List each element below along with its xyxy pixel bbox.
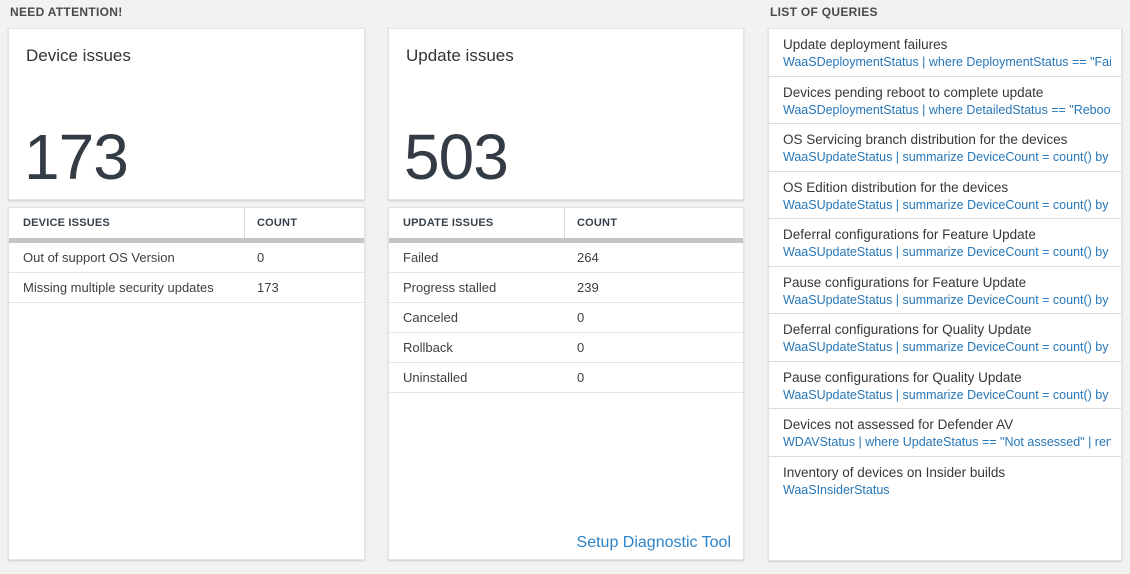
query-title: Devices pending reboot to complete updat… bbox=[783, 84, 1044, 100]
count-col-header: COUNT bbox=[577, 217, 618, 229]
query-link: WDAVStatus | where UpdateStatus == "Not … bbox=[783, 435, 1111, 449]
row-label: Missing multiple security updates bbox=[23, 280, 214, 295]
row-label: Uninstalled bbox=[403, 370, 468, 385]
query-link: WaaSInsiderStatus bbox=[783, 482, 890, 497]
query-title: Deferral configurations for Feature Upda… bbox=[783, 227, 1036, 242]
update-issues-title: Update issues bbox=[406, 46, 514, 65]
update-issues-table: UPDATE ISSUES COUNT Failed 264 Progress … bbox=[388, 207, 744, 560]
query-title: Update deployment failures bbox=[783, 37, 948, 52]
update-issues-count: 503 bbox=[404, 121, 509, 193]
query-item[interactable]: OS Edition distribution for the devices … bbox=[769, 172, 1121, 219]
device-issues-tile[interactable]: Device issues 173 bbox=[8, 28, 365, 200]
query-link: WaaSUpdateStatus | summarize DeviceCount… bbox=[783, 245, 1111, 259]
device-issues-count: 173 bbox=[24, 121, 129, 193]
query-link: WaaSUpdateStatus | summarize DeviceCount… bbox=[783, 292, 1111, 307]
device-issues-table: DEVICE ISSUES COUNT Out of support OS Ve… bbox=[8, 207, 365, 560]
list-of-queries-header: LIST OF QUERIES bbox=[770, 5, 878, 19]
query-link: WaaSUpdateStatus | summarize DeviceCount… bbox=[783, 150, 1111, 164]
query-title: Inventory of devices on Insider builds bbox=[783, 464, 1006, 480]
query-title: Pause configurations for Feature Update bbox=[783, 274, 1027, 290]
device-issues-col-header: DEVICE ISSUES bbox=[9, 208, 245, 238]
table-row[interactable]: Canceled 0 bbox=[389, 303, 743, 333]
row-count: 173 bbox=[257, 280, 279, 295]
table-header-separator bbox=[9, 238, 364, 243]
update-issues-col-header: UPDATE ISSUES bbox=[389, 208, 565, 238]
query-title: OS Edition distribution for the devices bbox=[783, 179, 1009, 195]
query-title: Devices not assessed for Defender AV bbox=[783, 417, 1014, 432]
table-header-separator bbox=[389, 238, 743, 243]
query-item[interactable]: Deferral configurations for Quality Upda… bbox=[769, 314, 1121, 362]
table-row[interactable]: Missing multiple security updates 173 bbox=[9, 273, 364, 303]
table-row[interactable]: Rollback 0 bbox=[389, 333, 743, 363]
setup-diagnostic-tool-link[interactable]: Setup Diagnostic Tool bbox=[576, 534, 731, 551]
update-issues-tile[interactable]: Update issues 503 bbox=[388, 28, 744, 200]
row-count: 239 bbox=[577, 280, 599, 295]
row-label: Canceled bbox=[403, 310, 458, 325]
row-count: 264 bbox=[577, 250, 599, 265]
row-label: Out of support OS Version bbox=[23, 250, 175, 265]
query-item[interactable]: Deferral configurations for Feature Upda… bbox=[769, 219, 1121, 267]
query-item[interactable]: Pause configurations for Quality Update … bbox=[769, 362, 1121, 409]
row-label: Failed bbox=[403, 250, 439, 265]
query-item[interactable]: Devices not assessed for Defender AV WDA… bbox=[769, 409, 1121, 457]
query-link: WaaSUpdateStatus | summarize DeviceCount… bbox=[783, 387, 1111, 402]
update-issues-table-header: UPDATE ISSUES COUNT bbox=[389, 208, 743, 238]
device-issues-title: Device issues bbox=[26, 46, 131, 65]
query-link: WaaSDeploymentStatus | where DetailedSta… bbox=[783, 102, 1111, 117]
query-link: WaaSUpdateStatus | summarize DeviceCount… bbox=[783, 340, 1111, 354]
row-count: 0 bbox=[577, 370, 585, 385]
need-attention-header: NEED ATTENTION! bbox=[10, 5, 123, 19]
row-count: 0 bbox=[577, 340, 585, 355]
query-item[interactable]: Update deployment failures WaaSDeploymen… bbox=[769, 29, 1121, 77]
query-title: Deferral configurations for Quality Upda… bbox=[783, 322, 1032, 337]
query-title: Pause configurations for Quality Update bbox=[783, 369, 1022, 385]
query-item[interactable]: Devices pending reboot to complete updat… bbox=[769, 77, 1121, 124]
query-title: OS Servicing branch distribution for the… bbox=[783, 132, 1068, 147]
query-list-panel: Update deployment failures WaaSDeploymen… bbox=[768, 28, 1122, 561]
query-link: WaaSUpdateStatus | summarize DeviceCount… bbox=[783, 197, 1111, 212]
row-count: 0 bbox=[577, 310, 585, 325]
device-issues-table-header: DEVICE ISSUES COUNT bbox=[9, 208, 364, 238]
table-row[interactable]: Failed 264 bbox=[389, 243, 743, 273]
query-link: WaaSDeploymentStatus | where DeploymentS… bbox=[783, 55, 1111, 69]
query-item[interactable]: Inventory of devices on Insider builds W… bbox=[769, 457, 1121, 505]
table-row[interactable]: Progress stalled 239 bbox=[389, 273, 743, 303]
table-row[interactable]: Uninstalled 0 bbox=[389, 363, 743, 393]
count-col-header: COUNT bbox=[257, 217, 298, 229]
query-item[interactable]: OS Servicing branch distribution for the… bbox=[769, 124, 1121, 172]
row-count: 0 bbox=[257, 250, 265, 265]
query-item[interactable]: Pause configurations for Feature Update … bbox=[769, 267, 1121, 314]
table-row[interactable]: Out of support OS Version 0 bbox=[9, 243, 364, 273]
row-label: Rollback bbox=[403, 340, 453, 355]
row-label: Progress stalled bbox=[403, 280, 497, 295]
